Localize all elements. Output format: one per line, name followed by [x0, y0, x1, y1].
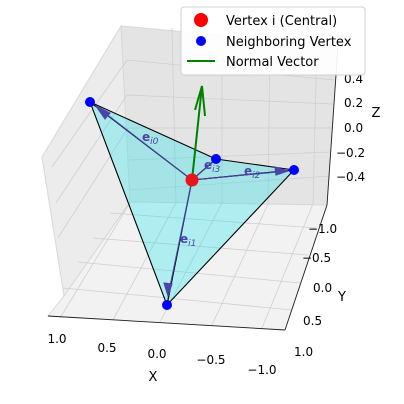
y-ticks: −1.0 −0.5 0.0 0.5 1.0 — [294, 222, 337, 359]
y-tick-label: −0.5 — [302, 251, 331, 265]
legend-marker-neighbor — [196, 36, 206, 46]
edge-label-e-i1: ei1 — [180, 232, 196, 249]
legend-label-normal: Normal Vector — [226, 55, 319, 70]
neighbor-vertex-point — [85, 97, 95, 107]
legend-marker-central — [194, 13, 208, 27]
legend-label-central: Vertex i (Central) — [226, 14, 337, 29]
z-tick-label: −0.4 — [336, 170, 365, 184]
x-ticks: 1.0 0.5 0.0 −0.5 −1.0 — [47, 332, 276, 377]
triangle-faces — [88, 100, 296, 307]
y-tick-label: 0.5 — [303, 314, 322, 328]
y-axis-label: Y — [337, 290, 346, 305]
legend: Vertex i (Central) Neighboring Vertex No… — [180, 6, 366, 76]
y-tick-label: 0.0 — [313, 281, 332, 295]
z-tick-label: 0.2 — [344, 96, 363, 110]
x-tick-label: 0.5 — [97, 341, 116, 355]
central-vertex-point — [185, 173, 199, 187]
neighbor-vertex-point — [211, 154, 221, 164]
x-tick-label: 1.0 — [47, 332, 66, 346]
normal-vector — [191, 85, 206, 181]
y-tick-label: 1.0 — [294, 345, 313, 359]
y-tick-label: −1.0 — [308, 222, 337, 236]
x-axis-label: X — [149, 370, 158, 385]
x-tick-label: −1.0 — [247, 363, 276, 377]
neighbor-vertex-point — [289, 165, 299, 175]
edge-label-e-i3: ei3 — [204, 158, 221, 175]
edge-label-e-i2: ei2 — [244, 164, 261, 181]
neighbor-vertex-point — [162, 300, 172, 310]
z-ticks: 0.4 0.2 0.0 −0.2 −0.4 — [336, 72, 365, 184]
z-axis-label: Z — [372, 106, 381, 121]
x-tick-label: −0.5 — [196, 353, 225, 367]
x-tick-label: 0.0 — [147, 347, 166, 361]
legend-label-neighbor: Neighboring Vertex — [226, 35, 352, 50]
z-tick-label: 0.0 — [344, 121, 363, 135]
edge-label-e-i0: ei0 — [142, 130, 159, 147]
edge-vectors — [95, 105, 290, 298]
z-tick-label: −0.2 — [336, 146, 365, 160]
